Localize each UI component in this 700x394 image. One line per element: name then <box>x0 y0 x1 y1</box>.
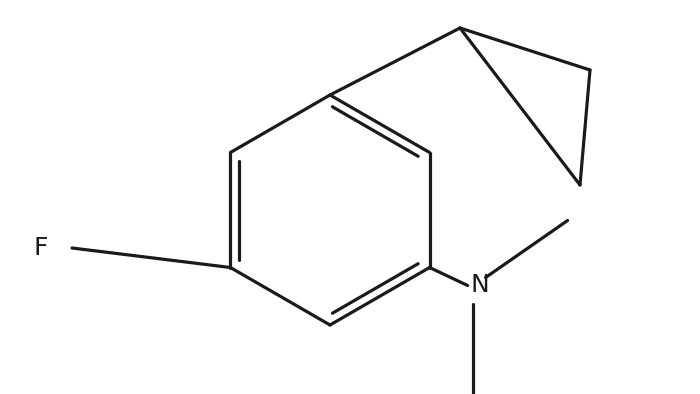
Text: N: N <box>470 273 489 297</box>
Text: F: F <box>34 236 48 260</box>
